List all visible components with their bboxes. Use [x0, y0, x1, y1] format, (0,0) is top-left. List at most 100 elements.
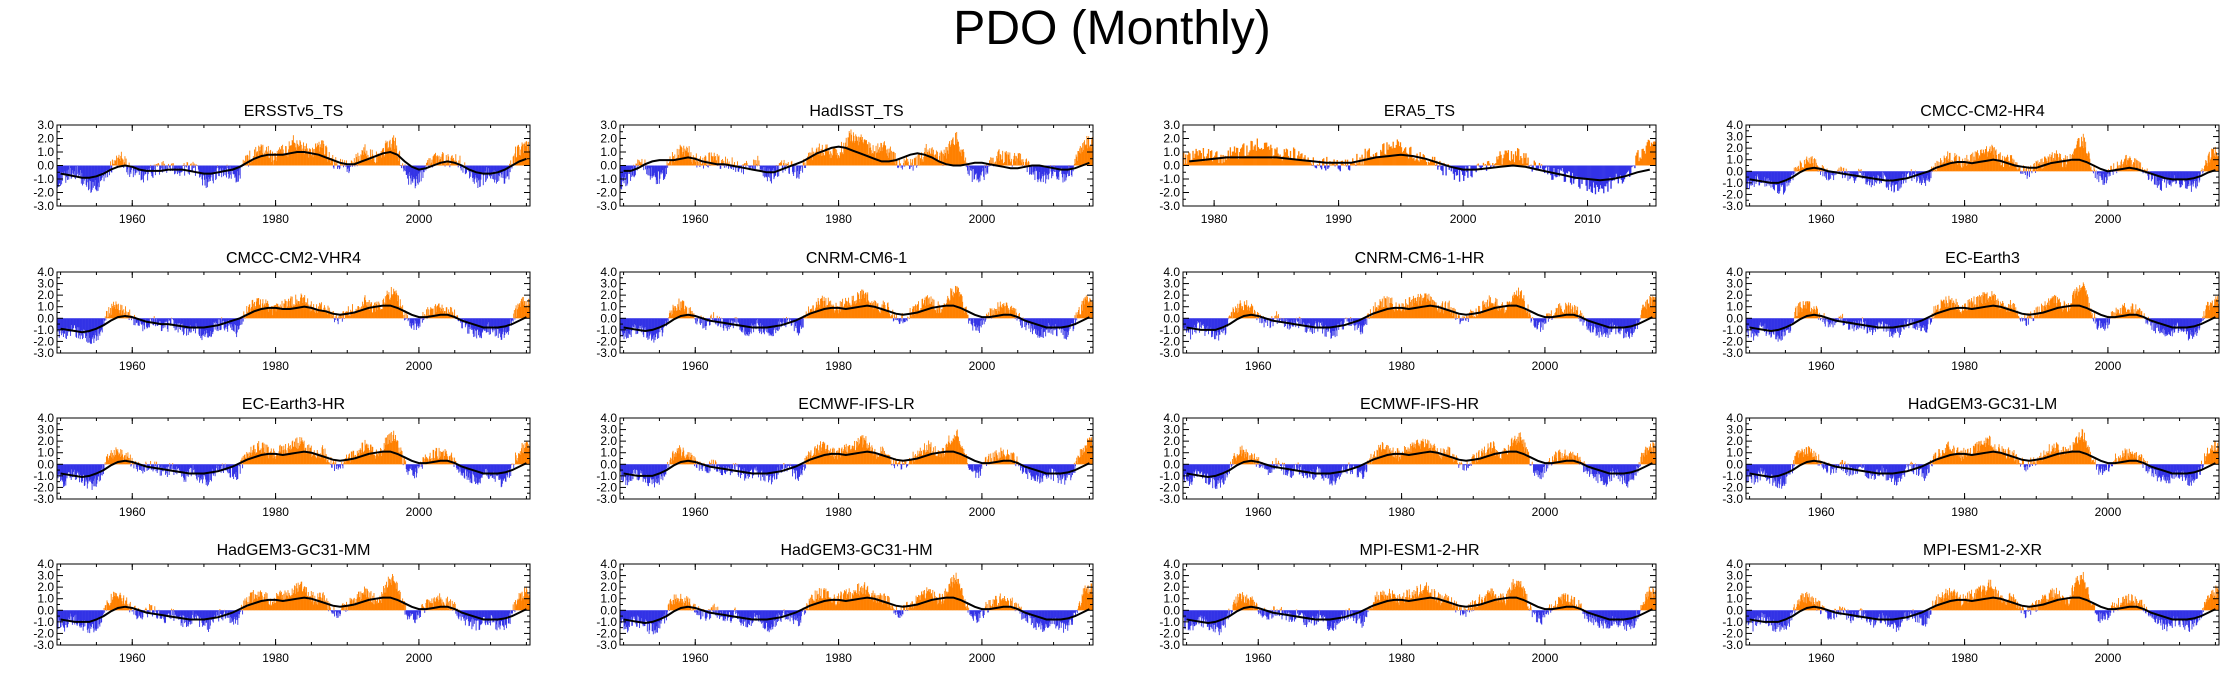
bar — [2059, 157, 2061, 172]
bar — [741, 165, 743, 166]
y-tick-label: 1.0 — [37, 145, 54, 159]
bar — [817, 307, 818, 319]
bar — [185, 165, 187, 166]
bar — [651, 165, 653, 179]
bar — [927, 304, 929, 319]
bar — [698, 158, 700, 166]
bar — [2125, 155, 2127, 172]
bar — [80, 318, 82, 336]
bar — [520, 149, 522, 166]
bar — [678, 149, 680, 166]
bar — [2195, 171, 2197, 188]
bar — [2153, 171, 2155, 175]
bar — [2025, 168, 2027, 172]
bar — [667, 163, 669, 166]
bar — [348, 165, 350, 174]
bar — [903, 163, 904, 166]
bar — [399, 308, 401, 319]
bar — [416, 318, 418, 327]
bar — [298, 301, 300, 319]
bar — [1958, 156, 1960, 172]
bar — [1256, 138, 1258, 166]
bar — [1212, 318, 1214, 337]
bar — [374, 161, 376, 166]
bar — [1810, 156, 1812, 172]
bar — [631, 165, 633, 169]
bar — [254, 149, 255, 166]
bar — [213, 318, 215, 323]
bar — [464, 318, 466, 328]
bar — [100, 165, 101, 182]
bar — [1610, 165, 1612, 189]
bar — [921, 152, 922, 166]
bar — [995, 161, 996, 166]
bar — [1909, 171, 1911, 176]
bar — [1896, 171, 1898, 185]
bar — [1005, 302, 1007, 319]
bar — [305, 304, 307, 319]
bar — [1821, 171, 1823, 172]
bar — [243, 165, 245, 166]
bar — [128, 312, 129, 319]
bar — [990, 318, 992, 319]
bar — [356, 309, 358, 319]
bar — [888, 306, 890, 319]
bar — [789, 165, 790, 174]
bar — [485, 318, 487, 331]
bar — [818, 147, 820, 166]
bar — [655, 165, 657, 178]
bar — [264, 303, 266, 319]
bar — [786, 318, 788, 323]
bar — [2146, 168, 2148, 172]
bar — [634, 318, 636, 326]
bar — [1208, 158, 1211, 166]
bar — [769, 165, 771, 182]
bar — [2112, 171, 2113, 173]
bar — [347, 311, 349, 319]
bar — [756, 163, 758, 166]
bar — [680, 146, 682, 166]
bar — [499, 165, 501, 174]
bar — [2060, 159, 2062, 172]
bar — [504, 165, 506, 171]
bar — [1949, 152, 1951, 172]
bar — [779, 318, 781, 320]
bar — [332, 165, 334, 168]
bar — [114, 304, 116, 319]
bar — [933, 299, 935, 319]
bar — [884, 304, 886, 319]
bar — [205, 165, 207, 175]
bar — [356, 157, 358, 166]
bar — [1091, 301, 1093, 319]
bar — [1933, 168, 1935, 172]
bar — [214, 165, 216, 172]
bar — [176, 318, 178, 328]
bar — [1075, 163, 1076, 166]
bar — [716, 153, 718, 166]
bar — [1276, 147, 1278, 166]
bar — [778, 163, 780, 166]
bar — [474, 318, 476, 337]
bar — [1437, 165, 1439, 170]
bar — [137, 165, 138, 169]
bar — [1051, 318, 1053, 326]
bar — [121, 158, 123, 166]
bar — [482, 318, 484, 330]
bar — [266, 303, 267, 319]
bar — [1197, 318, 1199, 323]
bar — [1187, 318, 1189, 332]
bar — [960, 149, 962, 166]
bar — [2109, 171, 2111, 176]
bar — [1815, 162, 1817, 172]
bar — [729, 318, 731, 320]
bar — [1199, 150, 1201, 166]
bar — [2127, 158, 2129, 172]
bar — [165, 165, 166, 171]
bar — [1291, 159, 1294, 166]
bar — [227, 318, 229, 332]
bar — [494, 318, 496, 329]
bar — [846, 146, 848, 166]
bar — [1045, 318, 1047, 330]
bar — [482, 318, 484, 332]
bar — [346, 160, 347, 166]
